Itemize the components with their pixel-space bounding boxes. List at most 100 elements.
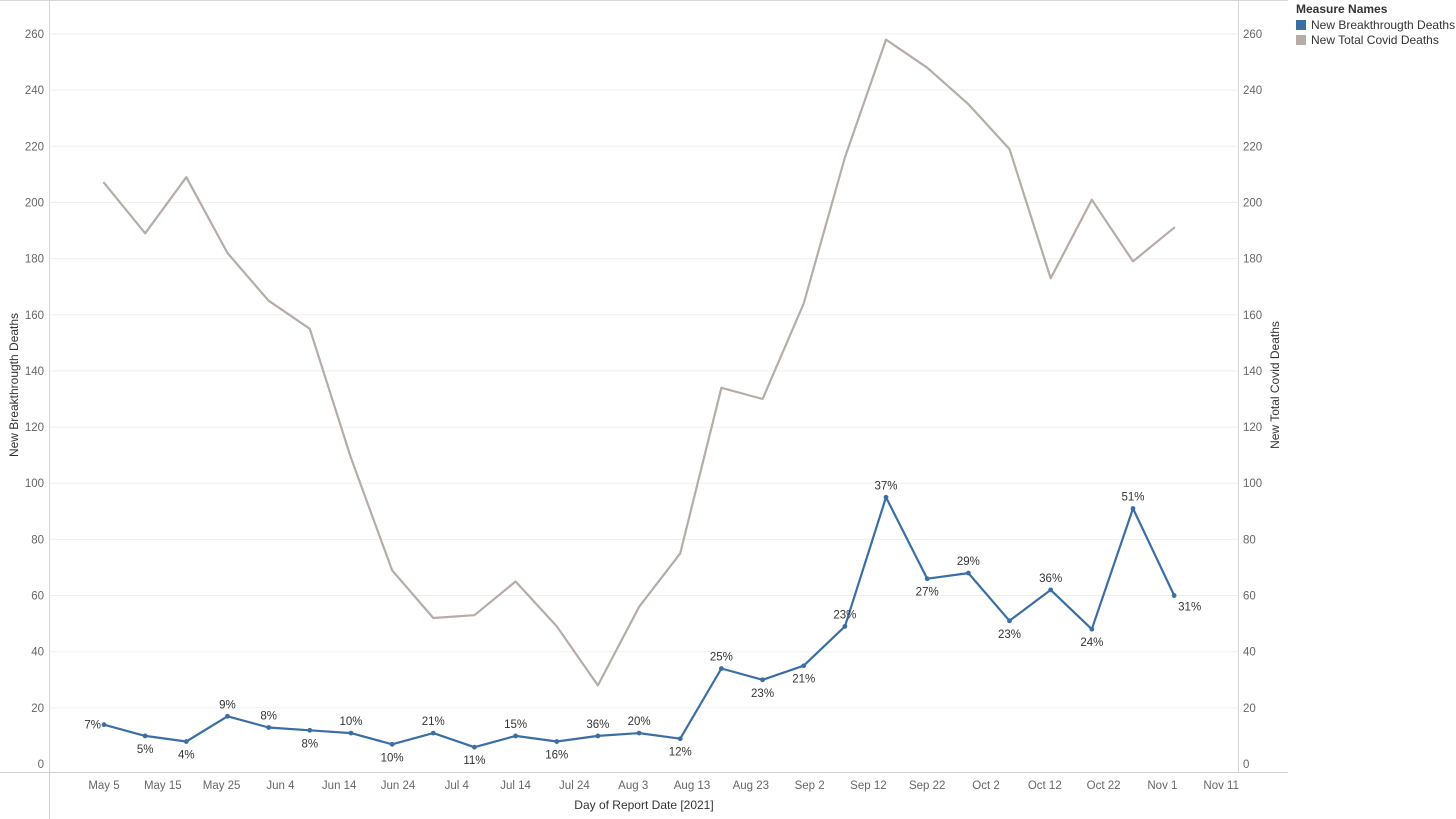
y-tick-label-left: 20 — [31, 703, 44, 715]
legend-item-breakthrough[interactable]: New Breakthrougth Deaths — [1296, 17, 1456, 32]
data-point-breakthrough[interactable] — [101, 722, 107, 728]
data-point-breakthrough[interactable] — [307, 727, 313, 733]
data-point-breakthrough[interactable] — [965, 570, 971, 576]
x-tick-label: Jul 14 — [500, 780, 531, 792]
data-label: 25% — [710, 652, 733, 664]
data-label: 23% — [833, 609, 856, 621]
x-tick-label: Jul 4 — [445, 780, 470, 792]
data-point-breakthrough[interactable] — [1089, 626, 1095, 632]
x-tick-label: Sep 22 — [909, 780, 945, 792]
y-tick-label-left: 60 — [31, 591, 44, 603]
data-point-breakthrough[interactable] — [472, 744, 477, 750]
data-label: 29% — [957, 556, 980, 568]
data-label: 36% — [586, 719, 609, 731]
y-tick-label-left: 40 — [31, 647, 44, 659]
data-label: 11% — [463, 755, 485, 767]
y-axis-right-ticks: 0 20 40 60 80 100 120 140 160 180 200 220 240 260 — [1243, 29, 1262, 771]
x-tick-label: Oct 12 — [1028, 780, 1062, 792]
x-tick-label: May 15 — [144, 780, 182, 792]
x-tick-label: Aug 13 — [674, 780, 710, 792]
data-label: 51% — [1121, 492, 1144, 504]
y-tick-label-left: 240 — [25, 85, 44, 97]
y-tick-label-right: 80 — [1243, 534, 1256, 546]
data-point-breakthrough[interactable] — [430, 730, 436, 736]
legend: Measure Names New Breakthrougth Deaths N… — [1296, 2, 1456, 47]
data-point-breakthrough[interactable] — [595, 733, 601, 739]
data-label: 36% — [1039, 573, 1062, 585]
data-point-breakthrough[interactable] — [677, 736, 683, 742]
x-tick-label: Nov 11 — [1203, 780, 1239, 792]
data-label: 8% — [301, 738, 318, 750]
y-tick-label-right: 180 — [1243, 254, 1262, 266]
legend-swatch-breakthrough — [1296, 19, 1306, 30]
legend-label-total: New Total Covid Deaths — [1311, 32, 1439, 47]
series-lines — [101, 38, 1177, 750]
data-label: 5% — [137, 744, 154, 756]
data-label: 23% — [751, 688, 774, 700]
data-point-breakthrough[interactable] — [801, 663, 807, 669]
data-point-breakthrough[interactable] — [636, 730, 642, 736]
data-point-breakthrough[interactable] — [348, 730, 354, 736]
data-label: 20% — [628, 716, 651, 728]
data-point-breakthrough[interactable] — [1130, 506, 1136, 511]
data-label: 21% — [792, 674, 815, 686]
data-point-breakthrough[interactable] — [142, 733, 148, 739]
plot-frame — [0, 0, 1288, 819]
data-point-breakthrough[interactable] — [266, 725, 272, 730]
y-axis-left-title: New Breakthrougth Deaths — [7, 313, 21, 457]
data-point-breakthrough[interactable] — [513, 733, 518, 739]
data-label: 31% — [1178, 602, 1201, 614]
data-point-breakthrough[interactable] — [1007, 618, 1012, 624]
legend-title: Measure Names — [1296, 2, 1388, 16]
data-label: 27% — [916, 587, 939, 599]
x-tick-label: Nov 1 — [1147, 780, 1177, 792]
data-label: 12% — [669, 747, 692, 759]
data-point-breakthrough[interactable] — [183, 739, 189, 744]
legend-label-breakthrough: New Breakthrougth Deaths — [1311, 17, 1456, 32]
y-tick-label-left: 80 — [31, 534, 44, 546]
x-tick-label: Oct 22 — [1087, 780, 1121, 792]
data-point-breakthrough[interactable] — [1171, 593, 1177, 598]
y-tick-label-left: 180 — [25, 254, 44, 266]
data-point-breakthrough[interactable] — [842, 624, 848, 629]
x-tick-label: May 25 — [203, 780, 241, 792]
x-tick-label: Jul 24 — [559, 780, 590, 792]
series-line-total[interactable] — [102, 38, 1176, 687]
data-label: 37% — [875, 480, 898, 492]
y-tick-label-left: 0 — [38, 759, 44, 771]
y-tick-label-right: 260 — [1243, 29, 1262, 41]
data-point-breakthrough[interactable] — [389, 741, 395, 747]
x-axis-title: Day of Report Date [2021] — [574, 798, 713, 812]
data-point-breakthrough[interactable] — [719, 666, 724, 671]
y-tick-label-left: 220 — [25, 141, 44, 153]
y-tick-label-left: 200 — [25, 197, 44, 209]
data-point-breakthrough[interactable] — [883, 494, 889, 500]
data-point-breakthrough[interactable] — [1048, 587, 1054, 593]
y-tick-label-right: 100 — [1243, 478, 1262, 490]
data-label: 10% — [381, 752, 404, 764]
x-tick-label: Oct 2 — [972, 780, 999, 792]
y-tick-label-left: 120 — [25, 422, 44, 434]
x-axis-ticks: May 5 May 15 May 25 Jun 4 Jun 14 Jun 24 Jul 4 J… — [88, 780, 1239, 792]
y-tick-label-right: 0 — [1243, 759, 1249, 771]
y-tick-label-right: 60 — [1243, 591, 1256, 603]
y-tick-label-left: 160 — [25, 310, 44, 322]
data-label: 21% — [422, 716, 445, 728]
data-point-breakthrough[interactable] — [760, 677, 765, 683]
data-label: 7% — [84, 720, 101, 732]
x-tick-label: Aug 3 — [618, 780, 648, 792]
y-tick-label-right: 200 — [1243, 197, 1262, 209]
data-label: 15% — [504, 719, 527, 731]
y-tick-label-right: 240 — [1243, 85, 1262, 97]
data-point-breakthrough[interactable] — [554, 739, 560, 744]
data-label: 10% — [339, 716, 362, 728]
y-tick-label-right: 160 — [1243, 310, 1262, 322]
data-point-breakthrough[interactable] — [924, 576, 930, 582]
data-point-breakthrough[interactable] — [225, 713, 230, 719]
y-tick-label-left: 100 — [25, 478, 44, 490]
data-label: 23% — [998, 629, 1021, 641]
legend-item-total[interactable]: New Total Covid Deaths — [1296, 32, 1456, 47]
y-tick-label-right: 40 — [1243, 647, 1256, 659]
x-tick-label: Jun 14 — [322, 780, 357, 792]
